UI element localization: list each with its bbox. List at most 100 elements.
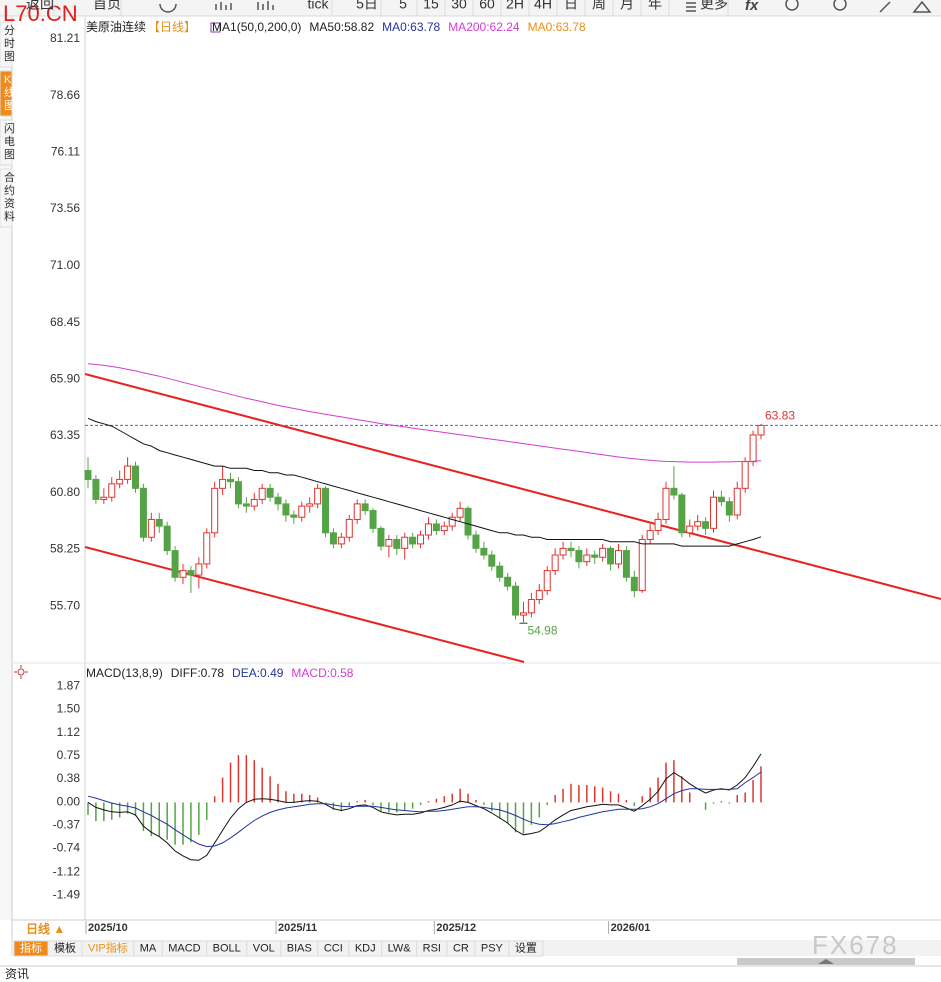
toolbar-button[interactable]: 更多 xyxy=(700,0,728,12)
candle-body xyxy=(124,465,132,480)
toolbar-button[interactable]: 60 xyxy=(479,0,495,12)
candle-body xyxy=(567,547,575,552)
candle-body xyxy=(614,550,622,565)
toolbar-button[interactable]: 5 xyxy=(399,0,407,12)
side-tab[interactable] xyxy=(0,21,13,68)
chart-period: 【日线】 xyxy=(148,20,196,34)
candle-body xyxy=(377,527,385,547)
legend-item: MA50:58.82 xyxy=(309,20,374,34)
toolbar-button[interactable]: 周 xyxy=(592,0,606,12)
indicator-tab[interactable]: CR xyxy=(453,942,469,954)
candle-body xyxy=(417,534,425,545)
candle-body xyxy=(314,487,322,505)
side-tab[interactable] xyxy=(0,168,13,228)
indicator-tab[interactable]: VOL xyxy=(253,942,275,954)
candle-body xyxy=(456,507,464,518)
indicator-tab[interactable]: RSI xyxy=(423,942,441,954)
indicator-tab[interactable]: BIAS xyxy=(287,942,312,954)
candle-body xyxy=(512,585,520,616)
y-tick-label: 78.66 xyxy=(50,88,80,102)
indicator-tab[interactable]: MACD xyxy=(168,942,200,954)
toolbar-button[interactable]: 30 xyxy=(451,0,467,12)
fx-icon[interactable]: fx xyxy=(745,0,759,14)
toolbar-button[interactable]: 返回 xyxy=(26,0,54,12)
candle-body xyxy=(132,465,140,489)
indicator-tab[interactable]: PSY xyxy=(481,942,504,954)
y-tick-label: 68.45 xyxy=(50,315,80,329)
x-tick-label: 2026/01 xyxy=(611,922,651,934)
toolbar-button[interactable]: 4H xyxy=(534,0,552,12)
toolbar-button[interactable]: 2H xyxy=(506,0,524,12)
y-tick-label: -0.37 xyxy=(53,818,81,832)
period-selector[interactable]: 日线 ▲ xyxy=(26,921,65,936)
news-tab[interactable]: 资讯 xyxy=(5,967,29,981)
candle-body xyxy=(440,525,448,532)
toolbar-button[interactable]: 15 xyxy=(423,0,439,12)
candle-body xyxy=(227,478,235,483)
candle-body xyxy=(448,516,456,527)
y-tick-label: 63.35 xyxy=(50,428,80,442)
legend-item: MA0:63.78 xyxy=(528,20,586,34)
chart-title: 美原油连续 xyxy=(86,19,146,34)
y-tick-label: 1.12 xyxy=(57,725,81,739)
collapse-icon[interactable] xyxy=(912,0,932,13)
indicator-tab[interactable]: KDJ xyxy=(355,942,376,954)
candle-body xyxy=(337,536,345,545)
side-tab[interactable] xyxy=(0,119,13,166)
side-tab-bg xyxy=(0,17,12,920)
ma-line xyxy=(87,417,762,547)
candle-body xyxy=(622,550,630,578)
y-tick-label: 65.90 xyxy=(50,372,80,386)
candle-body xyxy=(116,478,124,485)
candle-body xyxy=(749,434,757,463)
indicator-icon[interactable] xyxy=(210,22,221,33)
candle-body xyxy=(464,507,472,536)
candle-body xyxy=(393,538,401,549)
toolbar-button[interactable]: 5日 xyxy=(356,0,378,12)
candle-body xyxy=(496,565,504,578)
side-tab-label[interactable]: 闪电图 xyxy=(4,121,15,161)
trend-line-lower xyxy=(84,546,525,663)
indicator-tab[interactable]: 模板 xyxy=(54,940,76,954)
candle-body xyxy=(630,576,638,592)
sun-icon[interactable] xyxy=(14,665,28,679)
indicator-tab[interactable]: BOLL xyxy=(213,942,241,954)
toolbar-button[interactable]: 年 xyxy=(648,0,662,12)
y-tick-label: -0.74 xyxy=(53,841,81,855)
zoom-in-icon[interactable] xyxy=(833,0,847,11)
side-tab-label[interactable]: 合约资料 xyxy=(4,170,15,223)
low-label: 54.98 xyxy=(527,623,557,637)
legend-item: MA200:62.24 xyxy=(448,20,520,34)
indicator-tab[interactable]: CCI xyxy=(324,942,343,954)
indicator-tab[interactable]: LW& xyxy=(388,942,412,954)
candle-body xyxy=(219,478,227,489)
candle-body xyxy=(480,547,488,556)
candle-body xyxy=(583,554,591,563)
candle-body xyxy=(361,503,369,512)
indicator-tab[interactable]: MA xyxy=(140,942,157,954)
side-tab-label[interactable]: 分时图 xyxy=(4,24,15,63)
candle-body xyxy=(599,547,607,558)
toolbar-button[interactable]: 日 xyxy=(564,0,578,12)
toolbar-button[interactable]: tick xyxy=(308,0,330,12)
indicator-tab[interactable]: 设置 xyxy=(515,941,537,954)
candle-icon xyxy=(257,1,274,10)
candle-body xyxy=(654,518,662,532)
y-tick-label: -1.12 xyxy=(53,864,81,878)
side-tab[interactable] xyxy=(0,70,13,117)
indicator-tab[interactable]: 指标 xyxy=(20,940,42,954)
candle-body xyxy=(702,521,710,529)
indicator-tab-bg[interactable] xyxy=(508,940,544,957)
toolbar-button[interactable]: 首页 xyxy=(93,0,121,12)
indicator-tab[interactable]: VIP指标 xyxy=(88,940,128,954)
candle-body xyxy=(92,478,100,500)
toolbar-button[interactable]: 月 xyxy=(620,0,634,12)
legend-item: MACD(13,8,9) xyxy=(86,666,163,680)
candle-body xyxy=(424,523,432,536)
zoom-out-icon[interactable] xyxy=(785,0,799,11)
candle-body xyxy=(527,599,535,614)
draw-icon[interactable] xyxy=(879,1,891,13)
side-tab-label[interactable]: K 线图 xyxy=(4,74,15,112)
